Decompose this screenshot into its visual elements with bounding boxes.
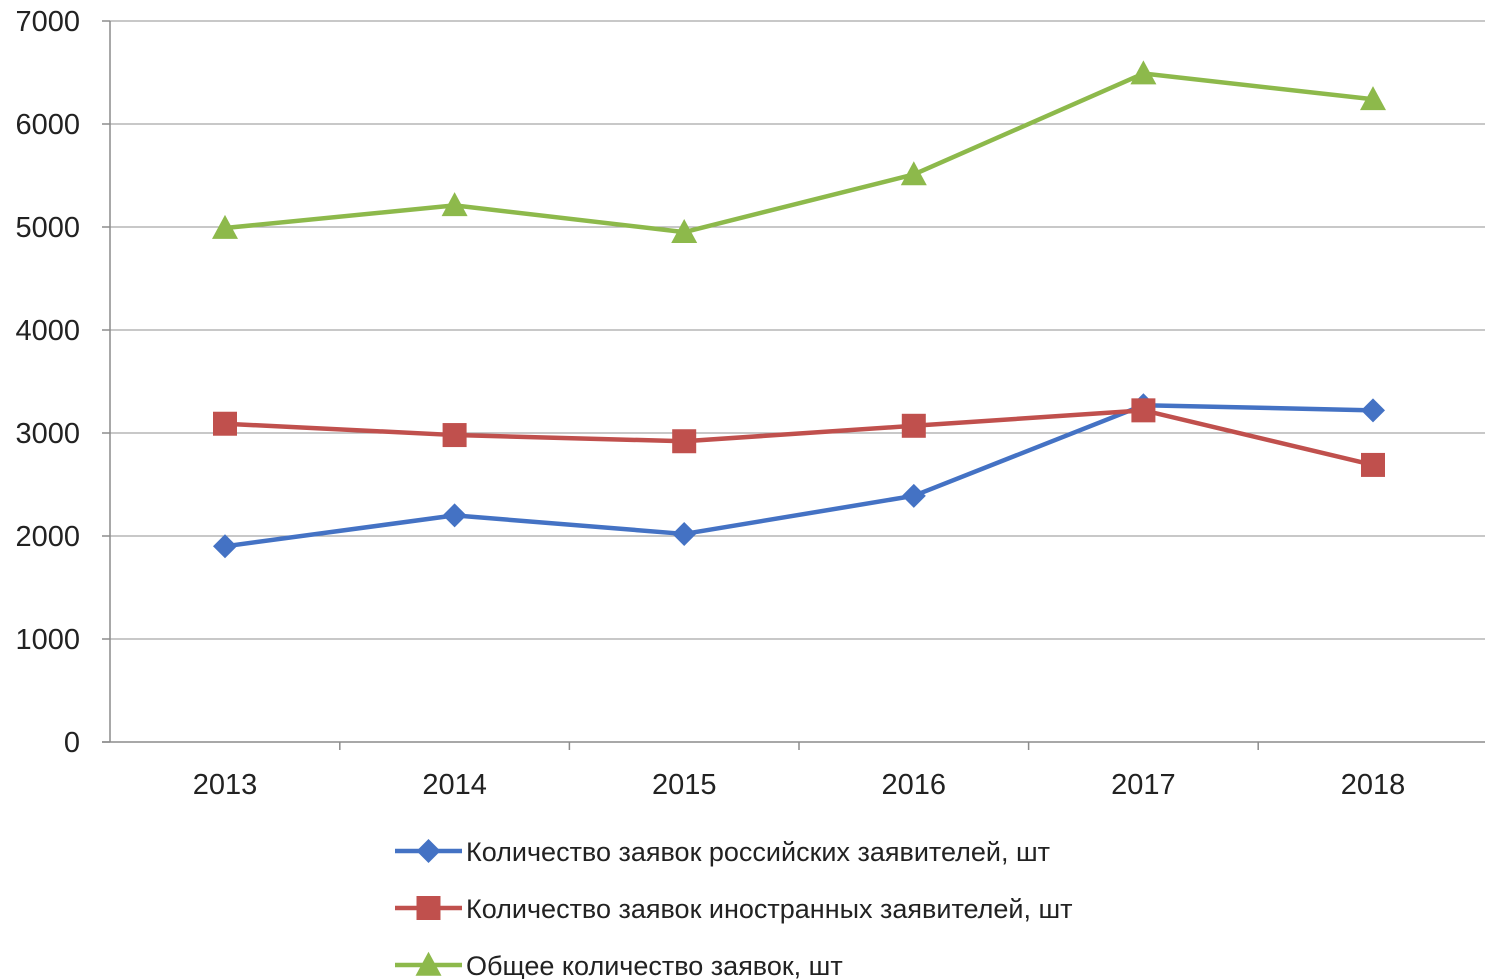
data-point	[212, 214, 238, 239]
legend-marker	[416, 839, 441, 863]
data-point	[901, 483, 926, 508]
legend-label: Количество заявок российских заявителей,…	[466, 837, 1050, 867]
series-1	[213, 393, 1385, 559]
legend-item: Количество заявок иностранных заявителей…	[395, 894, 1073, 924]
data-point	[441, 192, 468, 217]
y-tick-label: 6000	[15, 109, 80, 141]
data-point	[671, 218, 698, 243]
y-tick-label: 1000	[15, 624, 80, 656]
x-tick-label: 2014	[422, 769, 487, 801]
x-tick-label: 2016	[882, 769, 947, 801]
x-tick-label: 2015	[652, 769, 717, 801]
x-tick-label: 2018	[1341, 769, 1406, 801]
y-tick-label: 4000	[15, 315, 80, 347]
series-line	[222, 408, 1376, 468]
y-tick-label: 3000	[15, 418, 80, 450]
y-tick-label: 5000	[15, 212, 80, 244]
data-point	[213, 411, 237, 436]
y-tick-labels: 0 1000 2000 3000 4000 5000 6000 7000	[15, 6, 80, 759]
legend: Количество заявок российских заявителей,…	[395, 837, 1073, 979]
x-tick-label: 2013	[193, 769, 258, 801]
series-2	[213, 398, 1385, 477]
series-line	[222, 71, 1376, 235]
legend-item: Общее количество заявок, шт	[395, 951, 843, 979]
data-point	[442, 503, 467, 528]
legend-label: Количество заявок иностранных заявителей…	[466, 894, 1073, 924]
y-tick-label: 0	[64, 727, 80, 759]
x-tick-labels: 2013 2014 2015 2016 2017 2018	[193, 769, 1406, 801]
series-3	[212, 60, 1386, 243]
data-point	[672, 521, 697, 546]
data-point	[1360, 86, 1386, 111]
data-point	[1361, 452, 1385, 477]
y-tick-label: 7000	[15, 6, 80, 38]
data-point	[900, 161, 927, 186]
data-point	[1361, 398, 1385, 423]
data-point	[901, 413, 926, 438]
data-point	[213, 534, 237, 559]
data-point	[1131, 398, 1156, 423]
legend-item: Количество заявок российских заявителей,…	[395, 837, 1050, 867]
series-group	[212, 60, 1386, 559]
legend-marker	[416, 896, 441, 920]
axes	[102, 20, 1485, 750]
legend-marker	[415, 951, 442, 976]
legend-label: Общее количество заявок, шт	[466, 951, 843, 979]
data-point	[442, 423, 467, 448]
series-line	[222, 402, 1376, 549]
data-point	[1130, 60, 1157, 85]
grid-lines	[110, 20, 1485, 640]
data-point	[672, 429, 697, 454]
y-tick-label: 2000	[15, 521, 80, 553]
x-tick-label: 2017	[1111, 769, 1176, 801]
